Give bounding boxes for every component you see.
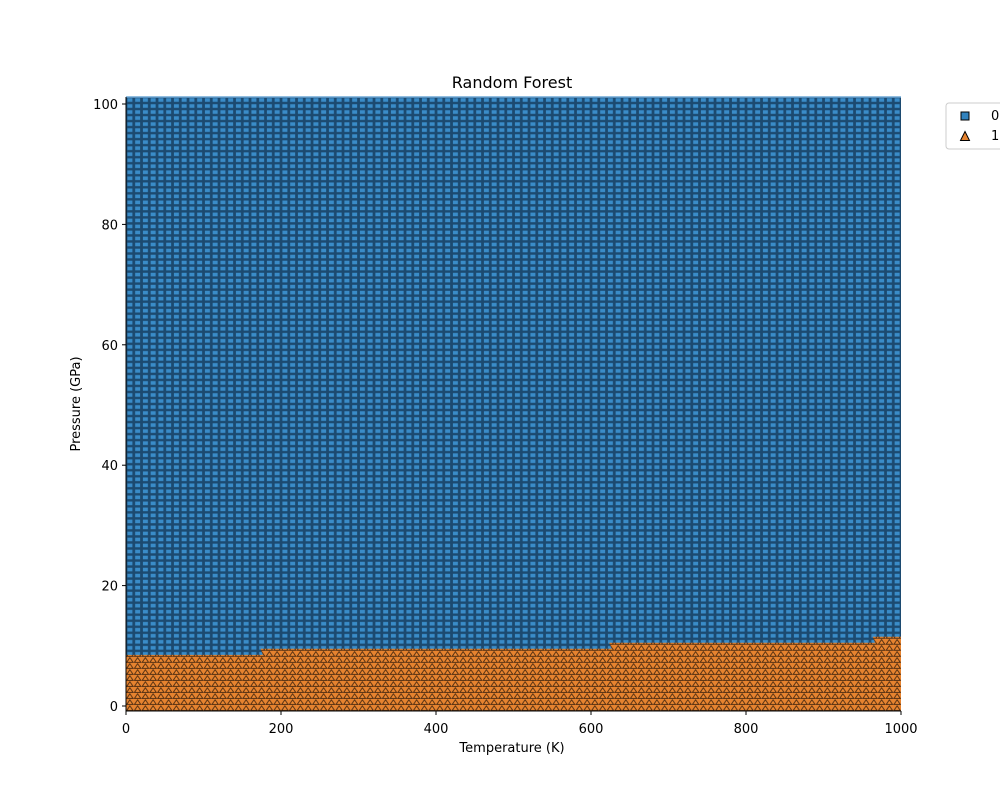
x-tick-label: 600: [579, 722, 604, 737]
y-tick-label: 100: [93, 98, 118, 113]
x-tick-label: 400: [424, 722, 449, 737]
legend-label-0: 0: [991, 109, 999, 124]
class-0-region: [126, 97, 901, 711]
y-tick-label: 20: [101, 580, 118, 595]
plot-area: [126, 96, 901, 711]
y-tick-label: 40: [101, 459, 118, 474]
y-axis: 0 20 40 60 80 100: [93, 97, 127, 715]
legend-label-1: 1: [991, 129, 999, 144]
x-tick-label: 1000: [884, 722, 917, 737]
x-axis-label: Temperature (K): [458, 741, 564, 756]
legend: 0 1: [945, 102, 1000, 150]
y-axis-label: Pressure (GPa): [69, 356, 84, 451]
y-tick-label: 80: [101, 218, 118, 233]
x-axis: 0 200 400 600 800 1000: [122, 710, 918, 737]
class-1-region: [126, 636, 901, 711]
chart-title: Random Forest: [452, 73, 572, 92]
legend-marker-1: [959, 130, 971, 141]
y-tick-label: 0: [110, 700, 118, 715]
x-tick-label: 0: [122, 722, 130, 737]
legend-box: [945, 102, 1000, 150]
y-tick-label: 60: [101, 339, 118, 354]
legend-marker-0: [960, 111, 970, 121]
x-tick-label: 200: [269, 722, 294, 737]
x-tick-label: 800: [734, 722, 759, 737]
